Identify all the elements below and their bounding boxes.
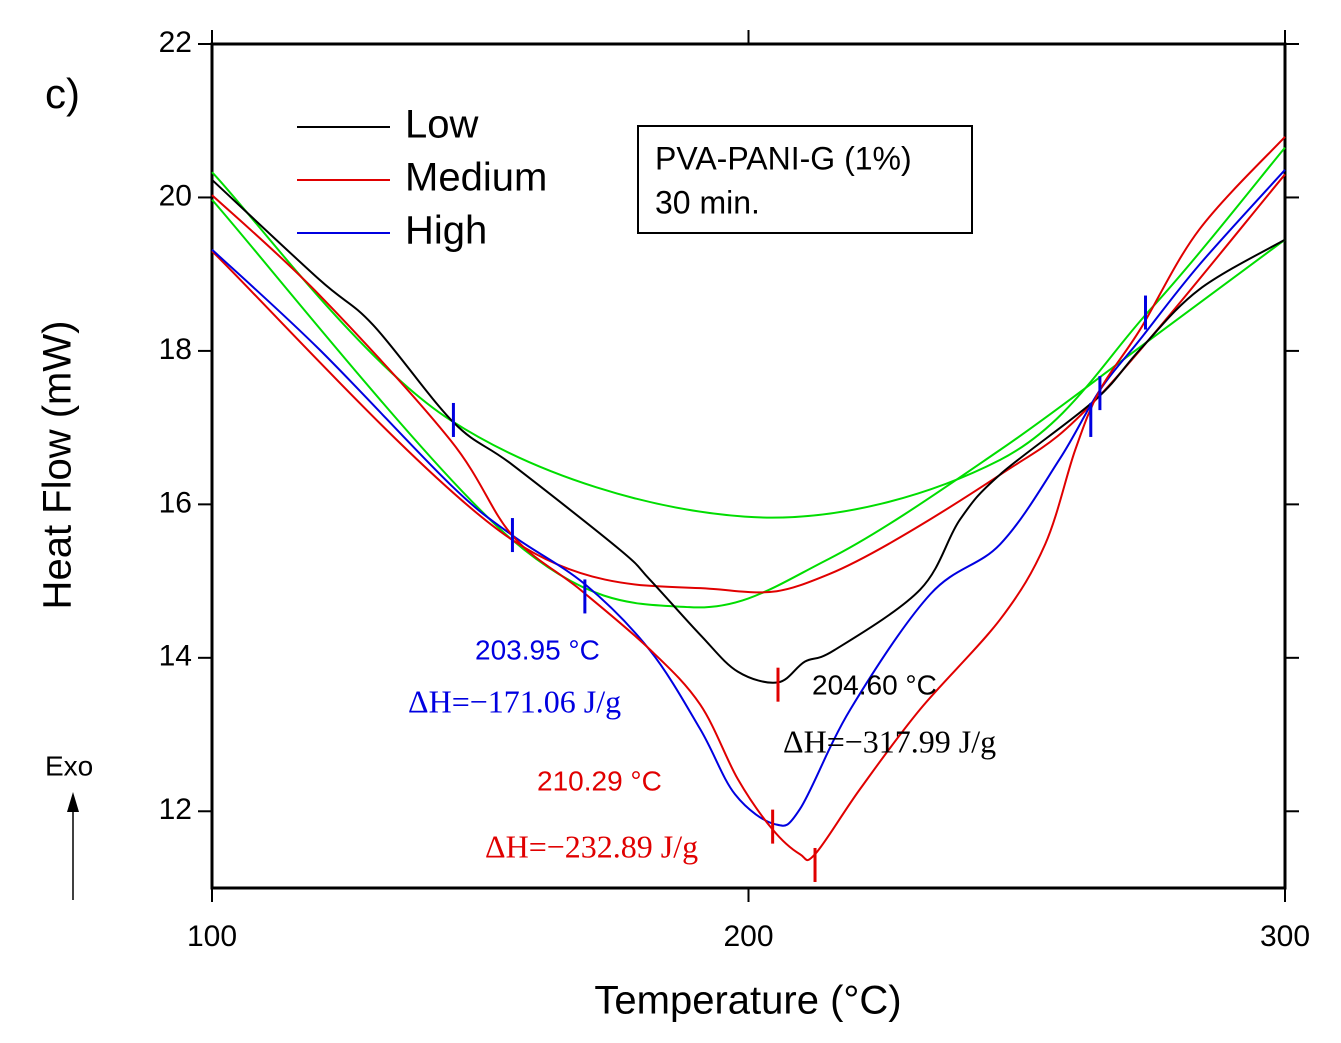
annotation: 204.60 °C [812,669,937,700]
x-tick-label: 200 [723,920,773,953]
y-tick-label: 12 [159,793,192,826]
data-line [211,173,1286,594]
exo-arrowhead [67,792,79,812]
info-box [637,125,973,234]
y-tick-label: 14 [159,640,192,673]
annotation: ΔH=−317.99 J/g [783,723,996,759]
legend-label: Low [405,103,478,147]
box-text: PVA-PANI-G (1%) [655,140,912,176]
legend-label: Medium [405,156,547,200]
annotation: ΔH=−171.06 J/g [408,683,621,719]
panel-label: c) [45,70,80,117]
y-tick-label: 16 [159,486,192,519]
y-tick-label: 20 [159,179,192,212]
x-axis-label: Temperature (°C) [594,979,901,1023]
box-text: 30 min. [655,184,760,220]
legend-label: High [405,209,487,253]
annotation: 203.95 °C [475,634,600,665]
x-tick-label: 300 [1260,920,1310,953]
annotation: ΔH=−232.89 J/g [485,828,698,864]
y-tick-label: 18 [159,333,192,366]
annotation: 210.29 °C [537,765,662,796]
data-line [211,169,1286,827]
y-tick-label: 22 [159,26,192,59]
data-line [211,199,1286,609]
y-axis-label: Heat Flow (mW) [36,321,80,610]
x-tick-label: 100 [187,920,237,953]
exo-label: Exo [45,750,93,781]
data-line [211,179,1286,684]
data-line [211,136,1286,862]
